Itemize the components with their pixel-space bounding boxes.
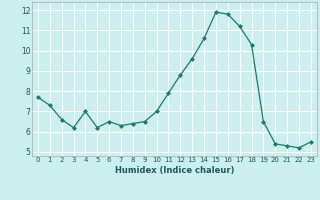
X-axis label: Humidex (Indice chaleur): Humidex (Indice chaleur)	[115, 166, 234, 175]
